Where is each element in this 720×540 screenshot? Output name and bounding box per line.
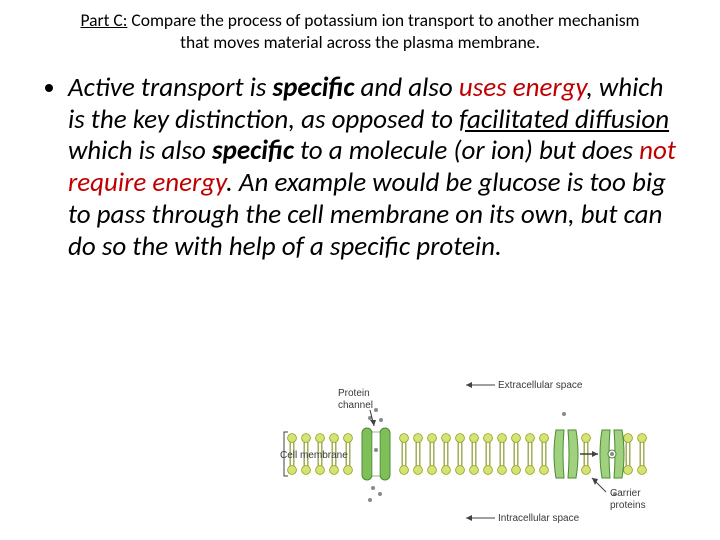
text-run: Active transport is — [68, 71, 272, 104]
title-rest: Compare the process of potassium ion tra… — [127, 9, 639, 53]
bullet-text: Active transport is specific and also us… — [68, 72, 680, 263]
svg-text:Extracellular space: Extracellular space — [498, 380, 583, 391]
membrane-diagram: Extracellular space Proteinchannel Cell me… — [280, 360, 680, 525]
svg-text:Proteinchannel: Proteinchannel — [338, 388, 373, 411]
text-run: facilitated diffusion — [459, 103, 669, 136]
text-run: which is also — [68, 134, 212, 167]
text-run: specific — [212, 134, 294, 167]
text-run: specific — [272, 71, 354, 104]
svg-text:Intracellular space: Intracellular space — [498, 513, 580, 524]
slide-title: Part C: Compare the process of potassium… — [80, 10, 640, 54]
part-label: Part C: — [80, 9, 127, 31]
text-run: and also — [354, 71, 458, 104]
svg-text:Carrierproteins: Carrierproteins — [610, 488, 646, 511]
slide: Part C: Compare the process of potassium… — [0, 0, 720, 540]
text-run: to a molecule (or ion) but does — [294, 134, 639, 167]
text-run: uses energy — [459, 71, 586, 104]
body-bullets: Active transport is specific and also us… — [46, 72, 680, 263]
svg-text:Cell membrane: Cell membrane — [280, 450, 348, 461]
